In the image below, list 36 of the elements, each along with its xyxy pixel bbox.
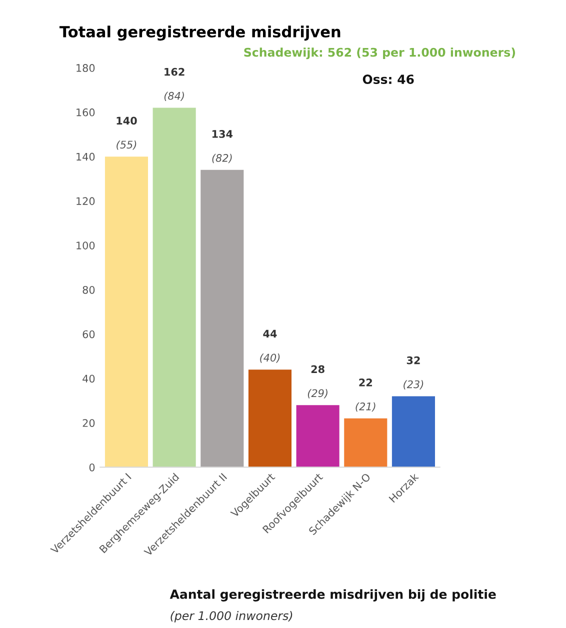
text: Schadewijk: 562 (53 per 1.000 inwoners) [244,48,516,60]
y-tick-label: 20 [82,419,95,427]
y-tick-label: 180 [76,64,95,72]
data-label: 162 [164,68,184,76]
y-tick-label: 80 [82,286,95,294]
annotation: (40) [260,354,280,363]
annotation: Oss: 46 [362,74,414,84]
bar [248,370,292,468]
y-tick-label: 40 [82,374,95,383]
y-tick-label: 60 [82,330,95,338]
bar [152,108,196,468]
annotation: (55) [116,140,136,150]
bar [200,170,244,468]
bar [104,156,148,468]
bar [392,396,435,468]
annotation: (82) [212,154,232,164]
annotation: (21) [356,402,376,412]
annotation: (23) [404,380,424,390]
data-label: 28 [311,365,324,374]
y-tick-label: 0 [89,463,95,472]
data-label: 32 [406,356,420,364]
text: Aantal geregistreerde misdrijven bij de politie [170,589,496,602]
annotation: (84) [164,92,184,101]
bar [296,405,340,468]
y-tick-label: 100 [76,242,95,250]
y-tick-label: 160 [76,108,95,116]
data-label: 44 [263,330,277,338]
y-tick-label: 120 [76,197,95,206]
data-label: 140 [116,116,137,125]
text: (per 1.000 inwoners) [170,610,292,622]
chart-title: Totaal geregistreerde misdrijven [60,26,340,41]
data-label: 22 [359,378,372,386]
data-label: 134 [212,130,233,138]
annotation: (29) [308,389,328,398]
bar [344,418,388,468]
y-tick-label: 140 [76,152,95,161]
